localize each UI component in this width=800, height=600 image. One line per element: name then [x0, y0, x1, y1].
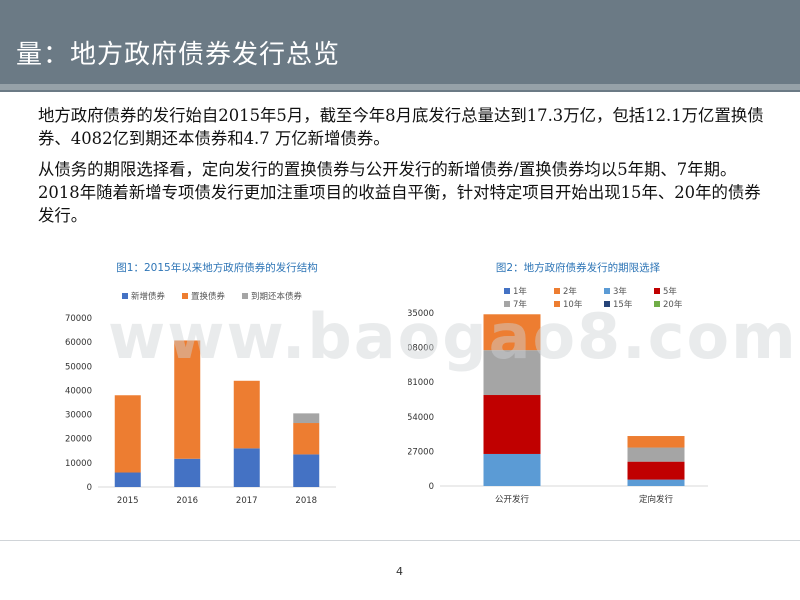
bar-segment — [233, 448, 260, 487]
y-tick-label: 0 — [429, 482, 434, 492]
legend-label: 新增债券 — [131, 291, 166, 302]
bar-segment — [483, 314, 541, 351]
x-tick-label: 2016 — [176, 496, 198, 506]
y-tick-label: 0 — [87, 483, 92, 493]
footer-divider — [0, 540, 800, 541]
legend-label: 3年 — [613, 286, 627, 297]
y-tick-label: 108000 — [408, 344, 434, 354]
chart-maturity-choice: 图2：地方政府债券发行的期限选择 1年 2年 3年 5年 7年 10年 15年 20年 0 2700… — [408, 261, 708, 505]
bar-segment — [483, 350, 541, 396]
x-tick-label: 2018 — [295, 496, 317, 506]
legend-swatch — [504, 288, 510, 294]
paragraph-maturity-choice: 从债务的期限选择看，定向发行的置换债券与公开发行的新增债券/置换债券均以5年期、… — [38, 160, 761, 225]
header-bar: 量：地方政府债券发行总览 — [0, 0, 800, 92]
paragraph-issuance-total: 地方政府债券的发行始自2015年5月，截至今年8月底发行总量达到17.3万亿，包… — [38, 106, 764, 148]
legend-swatch — [604, 301, 610, 307]
y-tick-label: 60000 — [65, 338, 92, 348]
x-tick-label: 2017 — [236, 496, 258, 506]
bar-segment — [293, 454, 320, 487]
legend-swatch — [242, 293, 248, 299]
bar-segment — [627, 447, 685, 462]
bar-segment — [293, 413, 320, 424]
y-tick-label: 40000 — [65, 386, 92, 396]
bar-segment — [627, 461, 685, 480]
legend-label: 置换债券 — [191, 291, 226, 302]
y-tick-label: 54000 — [408, 413, 434, 423]
bar-segment — [174, 458, 201, 487]
body-text: 地方政府债券的发行始自2015年5月，截至今年8月底发行总量达到17.3万亿，包… — [38, 104, 773, 235]
legend-label: 1年 — [513, 286, 527, 297]
y-tick-label: 135000 — [408, 309, 434, 319]
legend-swatch — [654, 288, 660, 294]
legend-label: 15年 — [613, 299, 633, 310]
legend-swatch — [554, 288, 560, 294]
bar-segment — [114, 395, 141, 473]
y-tick-label: 27000 — [408, 447, 434, 457]
legend-label: 7年 — [513, 299, 527, 310]
slide-title: 量：地方政府债券发行总览 — [16, 40, 341, 70]
bar-segment — [483, 395, 541, 454]
legend-label: 2年 — [563, 286, 577, 297]
watermark: www.baogao8.com — [108, 300, 798, 373]
legend-swatch — [604, 288, 610, 294]
legend-label: 到期还本债券 — [251, 291, 303, 302]
y-tick-label: 20000 — [65, 435, 92, 445]
bar-segment — [483, 453, 541, 486]
chart-title: 图2：地方政府债券发行的期限选择 — [496, 261, 661, 274]
y-tick-label: 10000 — [65, 459, 92, 469]
bar-segment — [174, 340, 201, 459]
y-tick-label: 50000 — [65, 362, 92, 372]
page-number: 4 — [396, 565, 403, 578]
x-tick-label: 2015 — [117, 496, 139, 506]
legend-label: 5年 — [663, 286, 677, 297]
bar-segment — [627, 436, 685, 448]
legend-swatch — [654, 301, 660, 307]
legend-label: 20年 — [663, 299, 683, 310]
legend-label: 10年 — [563, 299, 583, 310]
legend-swatch — [182, 293, 188, 299]
bar-segment — [627, 479, 685, 486]
x-tick-label: 公开发行 — [495, 494, 530, 505]
legend-swatch — [554, 301, 560, 307]
y-tick-label: 70000 — [65, 314, 92, 324]
chart-title: 图1：2015年以来地方政府债券的发行结构 — [116, 261, 317, 274]
y-tick-label: 81000 — [408, 378, 434, 388]
y-tick-label: 30000 — [65, 411, 92, 421]
header-accent-strip — [0, 84, 800, 90]
legend-swatch — [504, 301, 510, 307]
bar-segment — [233, 380, 260, 449]
legend-swatch — [122, 293, 128, 299]
x-tick-label: 定向发行 — [639, 494, 674, 505]
bar-segment — [114, 472, 141, 487]
bar-segment — [293, 423, 320, 455]
